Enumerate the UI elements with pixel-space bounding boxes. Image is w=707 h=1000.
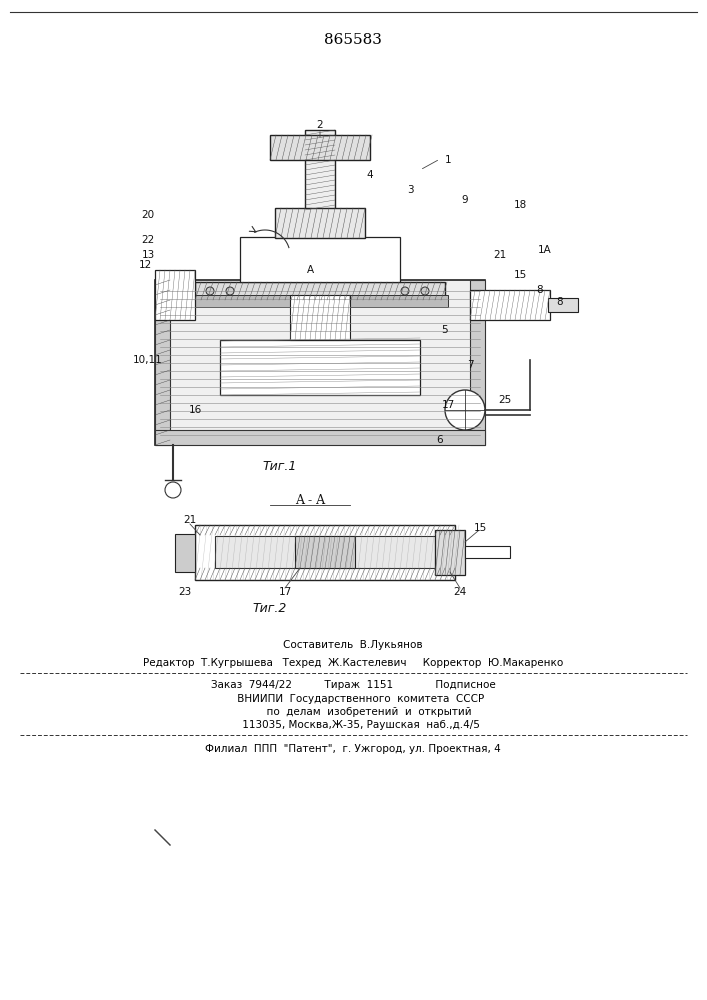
Text: Τиг.1: Τиг.1 bbox=[263, 460, 297, 474]
Text: 9: 9 bbox=[462, 195, 468, 205]
Bar bbox=[465, 546, 510, 558]
Text: 8: 8 bbox=[537, 285, 543, 295]
Text: Составитель  В.Лукьянов: Составитель В.Лукьянов bbox=[284, 640, 423, 650]
Text: 23: 23 bbox=[178, 587, 192, 597]
Text: A - A: A - A bbox=[295, 493, 325, 506]
Circle shape bbox=[206, 287, 214, 295]
Bar bbox=[270, 135, 370, 160]
Text: Филиал  ППП  "Патент",  г. Ужгород, ул. Проектная, 4: Филиал ППП "Патент", г. Ужгород, ул. Про… bbox=[205, 744, 501, 754]
Text: 17: 17 bbox=[279, 587, 291, 597]
Text: по  делам  изобретений  и  открытий: по делам изобретений и открытий bbox=[234, 707, 472, 717]
Text: 6: 6 bbox=[437, 435, 443, 445]
Bar bbox=[155, 280, 170, 445]
Bar bbox=[275, 208, 365, 238]
Text: A: A bbox=[306, 265, 314, 275]
Bar bbox=[195, 282, 445, 300]
Bar bbox=[155, 430, 485, 445]
Circle shape bbox=[165, 482, 181, 498]
Bar bbox=[240, 237, 400, 282]
Text: 113035, Москва,Ж-35, Раушская  наб.,д.4/5: 113035, Москва,Ж-35, Раушская наб.,д.4/5 bbox=[226, 720, 480, 730]
Text: 7: 7 bbox=[467, 360, 473, 370]
Text: Заказ  7944/22          Тираж  1151             Подписное: Заказ 7944/22 Тираж 1151 Подписное bbox=[211, 680, 496, 690]
Bar bbox=[155, 280, 485, 445]
Text: 1: 1 bbox=[445, 155, 451, 165]
Bar bbox=[548, 298, 578, 312]
Text: 18: 18 bbox=[513, 200, 527, 210]
Circle shape bbox=[226, 287, 234, 295]
Text: 13: 13 bbox=[141, 250, 155, 260]
Circle shape bbox=[421, 287, 429, 295]
Bar bbox=[305, 130, 335, 210]
Bar bbox=[195, 525, 455, 580]
Text: Редактор  Т.Кугрышева   Техред  Ж.Кастелевич     Корректор  Ю.Макаренко: Редактор Т.Кугрышева Техред Ж.Кастелевич… bbox=[143, 658, 563, 668]
Text: Τиг.2: Τиг.2 bbox=[253, 601, 287, 614]
Text: 2: 2 bbox=[317, 120, 323, 130]
Text: 22: 22 bbox=[141, 235, 155, 245]
Bar bbox=[220, 340, 420, 395]
Text: 24: 24 bbox=[453, 587, 467, 597]
Bar bbox=[470, 280, 485, 445]
Text: 15: 15 bbox=[513, 270, 527, 280]
Text: 16: 16 bbox=[188, 405, 201, 415]
Text: 10,11: 10,11 bbox=[133, 355, 163, 365]
Text: 4: 4 bbox=[367, 170, 373, 180]
Text: 17: 17 bbox=[441, 400, 455, 410]
Text: 1A: 1A bbox=[538, 245, 552, 255]
Text: 12: 12 bbox=[139, 260, 151, 270]
Bar bbox=[175, 534, 195, 572]
Bar bbox=[435, 530, 465, 575]
Text: 3: 3 bbox=[407, 185, 414, 195]
Circle shape bbox=[401, 287, 409, 295]
Text: 15: 15 bbox=[474, 523, 486, 533]
Circle shape bbox=[445, 390, 485, 430]
Bar bbox=[290, 295, 350, 340]
Bar bbox=[215, 536, 435, 568]
Bar bbox=[192, 295, 448, 307]
Text: 20: 20 bbox=[141, 210, 155, 220]
Text: ВНИИПИ  Государственного  комитета  СССР: ВНИИПИ Государственного комитета СССР bbox=[221, 694, 484, 704]
Text: 21: 21 bbox=[493, 250, 507, 260]
Text: 21: 21 bbox=[183, 515, 197, 525]
Text: 865583: 865583 bbox=[324, 33, 382, 47]
Text: 5: 5 bbox=[442, 325, 448, 335]
Bar bbox=[470, 290, 550, 320]
Text: 8: 8 bbox=[556, 297, 563, 307]
Bar bbox=[295, 536, 355, 568]
Text: 25: 25 bbox=[498, 395, 512, 405]
Bar bbox=[155, 270, 195, 320]
